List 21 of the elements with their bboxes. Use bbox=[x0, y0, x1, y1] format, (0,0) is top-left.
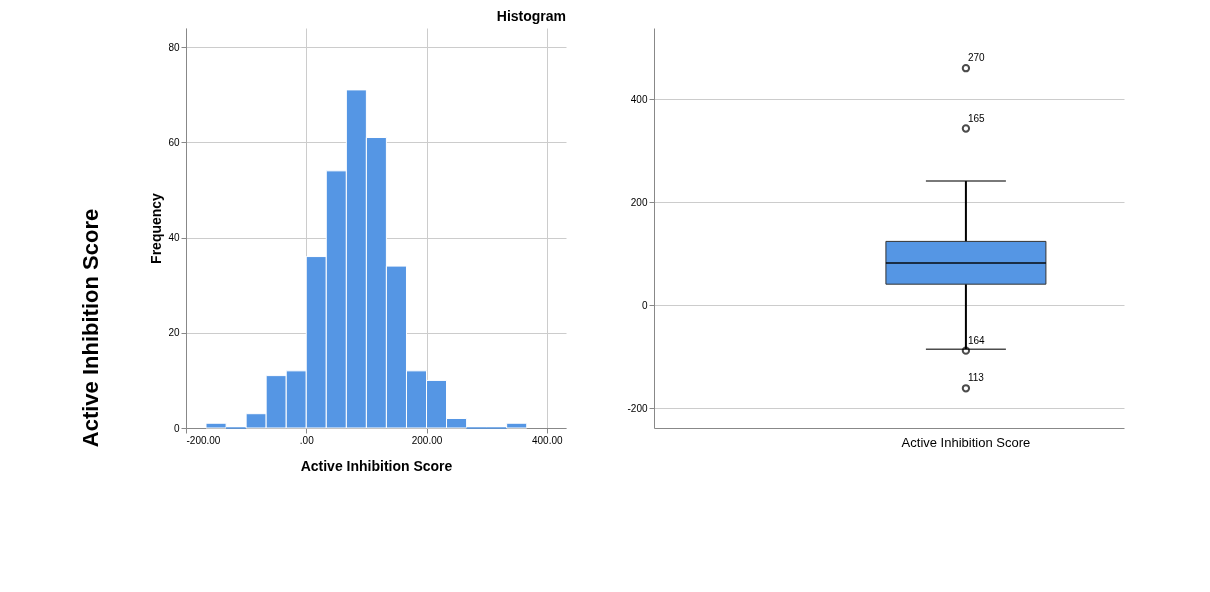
y-tick-label: 80 bbox=[168, 41, 180, 53]
chart-title: Histogram bbox=[496, 8, 566, 24]
y-tick-label: 0 bbox=[173, 422, 180, 434]
annotation: 165 bbox=[967, 112, 986, 124]
y-tick-label: 0 bbox=[641, 299, 648, 311]
x-tick-label: .00 bbox=[299, 434, 315, 446]
x-tick-label: 400.00 bbox=[531, 434, 563, 446]
annotation: 113 bbox=[967, 372, 985, 384]
y-tick-label: 20 bbox=[168, 327, 180, 339]
annotation: 164 bbox=[967, 334, 986, 346]
y-tick-label: 40 bbox=[168, 232, 180, 244]
y-tick-label: 60 bbox=[168, 136, 180, 148]
y-axis-title: Frequency bbox=[148, 192, 165, 264]
y-tick-label: 400 bbox=[630, 93, 648, 105]
x-tick-label: 200.00 bbox=[411, 434, 443, 446]
y-tick-label: -200 bbox=[627, 402, 648, 414]
x-tick-label: Active Inhibition Score bbox=[901, 434, 1031, 450]
x-tick-label: -200.00 bbox=[186, 434, 221, 446]
annotation: 270 bbox=[967, 52, 986, 64]
y-tick-label: 200 bbox=[630, 196, 648, 208]
x-axis-title: Active Inhibition Score bbox=[300, 457, 453, 474]
